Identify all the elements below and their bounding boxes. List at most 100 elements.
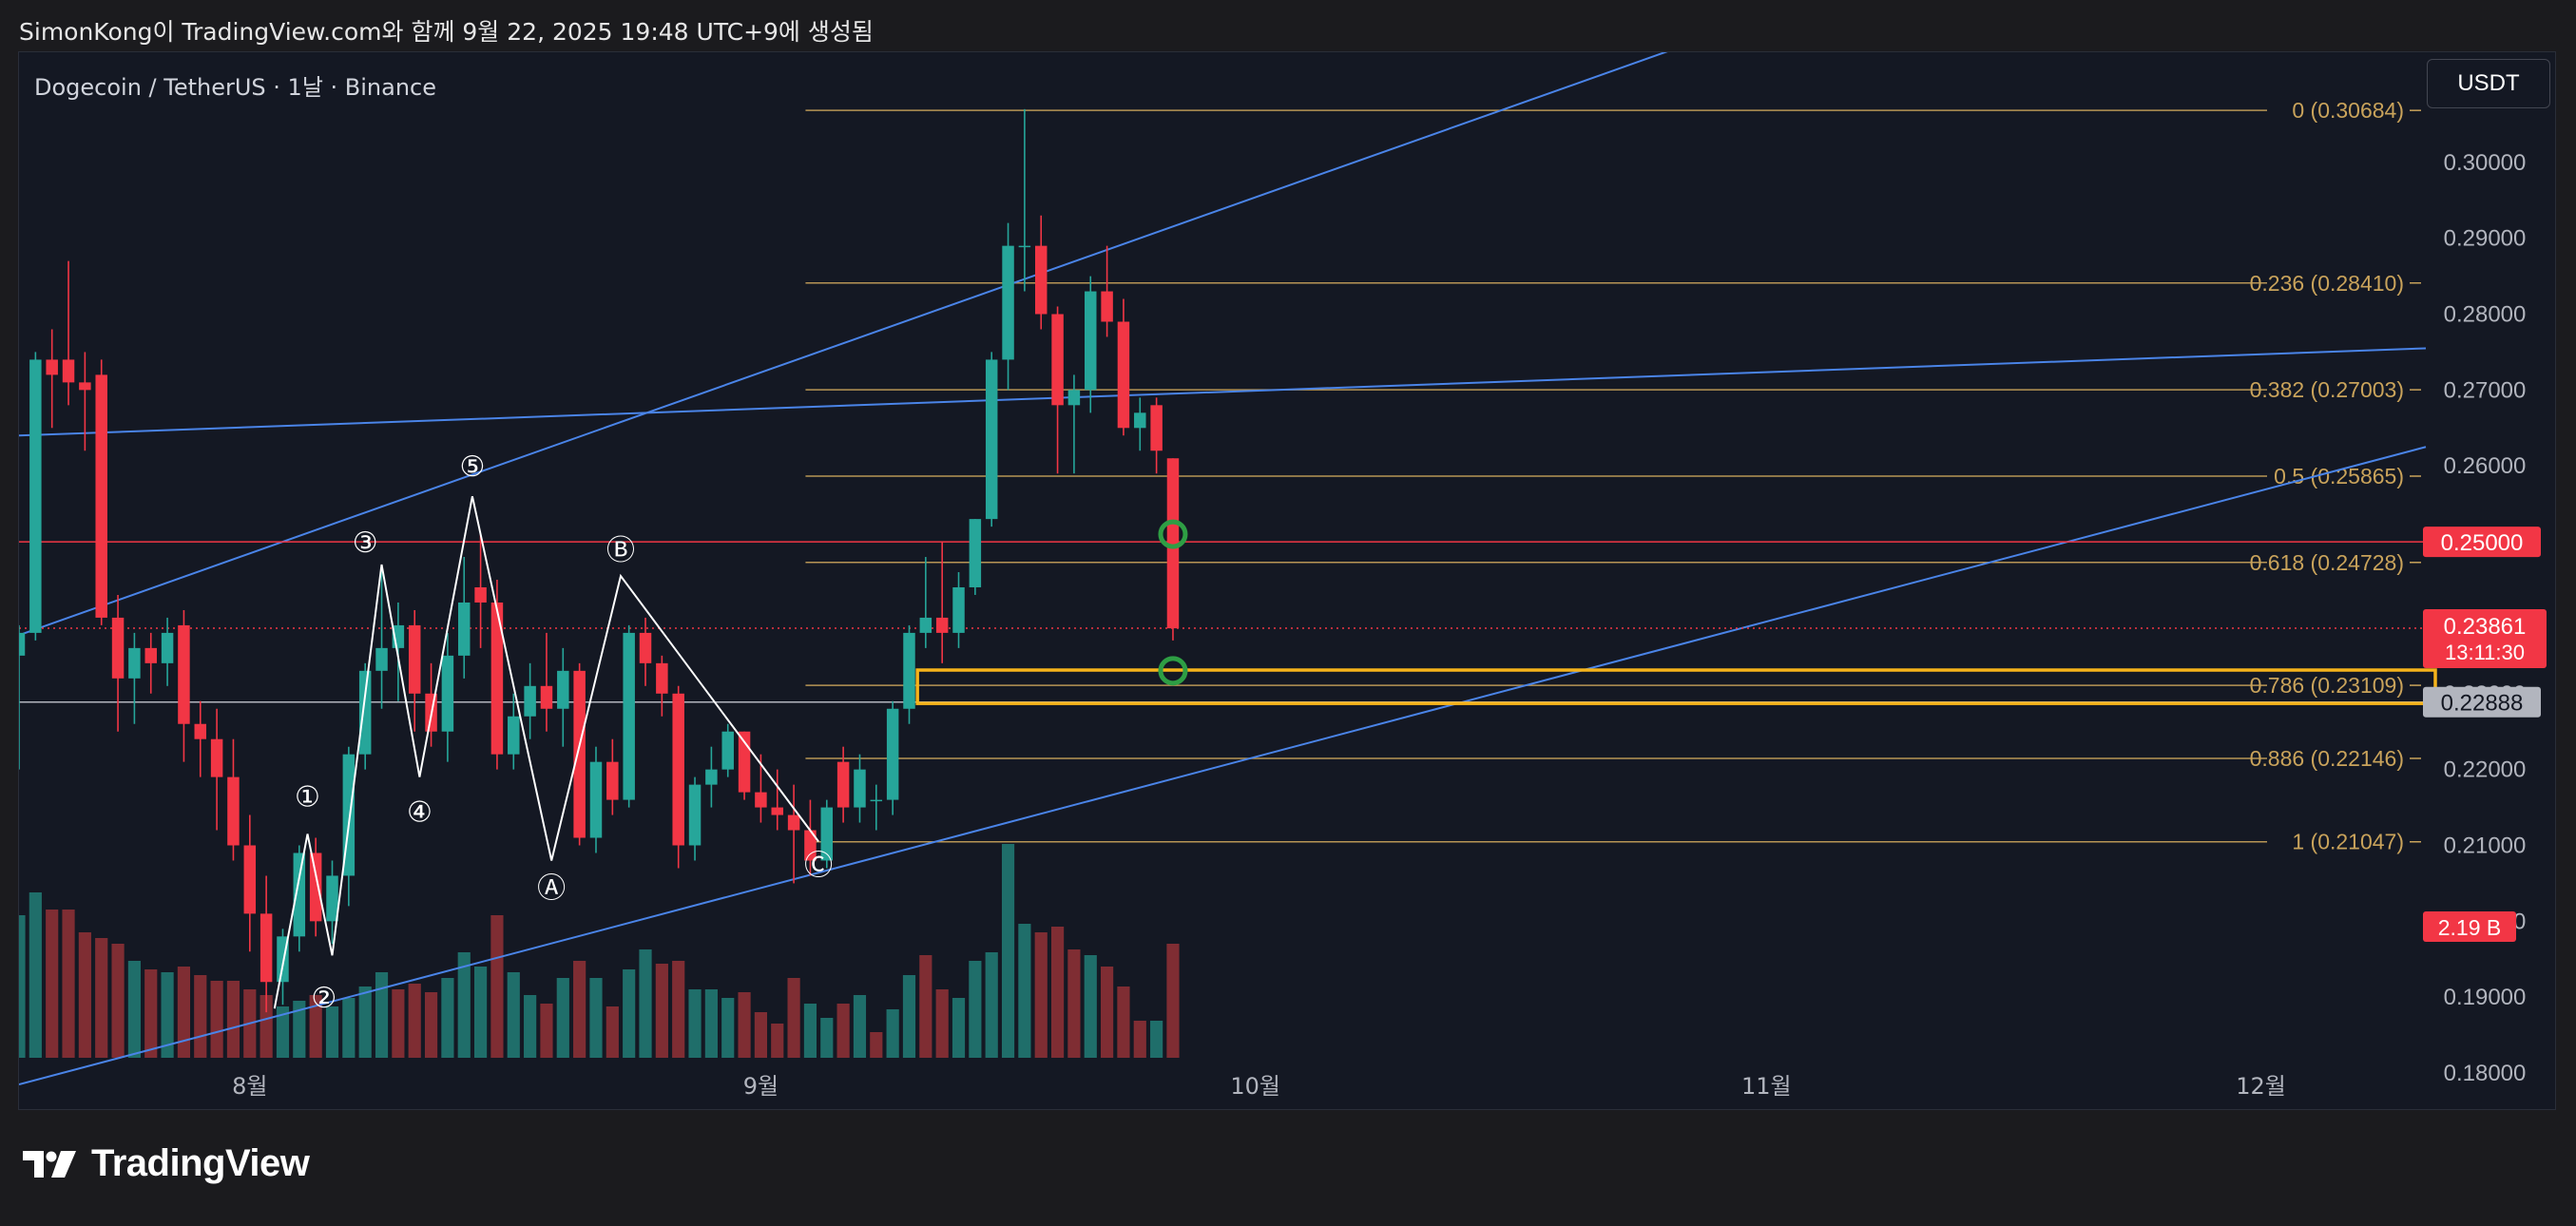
candle-body (111, 617, 125, 679)
candle-body (1051, 314, 1064, 406)
x-tick-label: 11월 (1741, 1073, 1792, 1100)
candle-body (46, 359, 58, 375)
volume-bar (524, 995, 537, 1058)
trendline-lower (19, 446, 2427, 1086)
price-chart[interactable]: 0 (0.30684) 0.236 (0.28410) 0.382 (0.27003… (19, 52, 2556, 1110)
candle-body (161, 632, 174, 663)
candle-body (375, 647, 388, 671)
trendline-upper (19, 52, 1668, 637)
volume-bar (358, 987, 372, 1058)
resistance-badge (2423, 527, 2541, 558)
volume-bar (1117, 987, 1130, 1058)
y-tick-label: 0.21000 (2444, 833, 2527, 859)
volume-bar (342, 998, 356, 1058)
candle-body (194, 723, 207, 739)
y-tick-label: 0.30000 (2444, 150, 2527, 176)
candle-body (903, 632, 915, 709)
candle-body (721, 731, 734, 770)
wave-label: ⑤ (459, 450, 485, 484)
candle-body (1067, 390, 1081, 406)
wave-label: ① (295, 781, 320, 814)
volume-bar (210, 981, 223, 1058)
fib-level-label: 0.786 (0.23109) (2250, 673, 2404, 698)
resistance-badge-label: 0.25000 (2441, 530, 2524, 556)
volume-bar (1050, 927, 1065, 1058)
candle-body (771, 807, 783, 815)
volume-bar (952, 998, 966, 1058)
candle-body (358, 670, 372, 755)
candle-body (639, 632, 652, 663)
candle-body (573, 670, 586, 838)
current-price-label: 0.23861 (2444, 614, 2527, 640)
volume-bar (688, 989, 702, 1058)
trendlines (19, 52, 2427, 1086)
candle-body (1134, 412, 1146, 429)
volume-bar (836, 1004, 850, 1058)
volume-badge (2423, 911, 2516, 942)
fib-level-label: 0.382 (0.27003) (2250, 377, 2404, 402)
volume-bar (177, 967, 191, 1058)
wave-label: ② (311, 982, 336, 1015)
volume-bar (902, 975, 916, 1058)
reference-badge-label: 0.22888 (2441, 691, 2524, 717)
volume-bar (589, 978, 603, 1058)
candle-body (935, 617, 949, 633)
candle-body (919, 617, 932, 633)
volume-bar (985, 952, 998, 1058)
countdown-label: 13:11:30 (2445, 641, 2525, 664)
candle-body (755, 792, 767, 808)
wave-path (273, 495, 819, 1009)
elliott-wave: ① ② ③ ④ ⑤ Ⓐ Ⓑ Ⓒ (273, 450, 833, 1015)
candle-body (804, 830, 817, 861)
candle-body (1085, 291, 1097, 391)
wave-label: Ⓒ (804, 849, 833, 882)
candle-body (309, 852, 322, 922)
volume-bar (1133, 1021, 1146, 1058)
candle-body (227, 776, 240, 846)
candle-body (326, 875, 338, 922)
volume-bar (623, 969, 636, 1058)
volume-bar (1084, 955, 1097, 1058)
currency-button[interactable]: USDT (2427, 59, 2550, 108)
candle-body (144, 647, 157, 663)
volume-bars (19, 844, 1180, 1058)
fib-level-label: 1 (0.21047) (2292, 830, 2404, 854)
volume-bar (408, 984, 421, 1058)
volume-bar (392, 989, 405, 1058)
volume-bar (1166, 944, 1180, 1058)
symbol-title: Dogecoin / TetherUS · 1날 · Binance (34, 74, 437, 101)
candle-body (458, 602, 471, 656)
tradingview-logo-icon (23, 1150, 76, 1178)
candle-body (19, 632, 26, 656)
candle-body (95, 374, 107, 618)
brand-name: TradingView (91, 1142, 310, 1184)
snapshot-text: SimonKong이 TradingView.com와 함께 9월 22, 20… (19, 18, 874, 46)
fib-level-label: 0.5 (0.25865) (2274, 464, 2404, 488)
volume-badge-label: 2.19 B (2438, 915, 2502, 940)
volume-bar (194, 975, 207, 1058)
candle-body (540, 685, 553, 709)
chart-panel[interactable]: 0 (0.30684) 0.236 (0.28410) 0.382 (0.27003… (18, 51, 2556, 1110)
volume-bar (540, 1004, 553, 1058)
marker-circle (1158, 519, 1188, 549)
candle-body (128, 647, 141, 679)
candle-body (985, 359, 998, 520)
candle-body (524, 685, 536, 717)
volume-bar (490, 915, 504, 1058)
fib-retracement: 0 (0.30684) 0.236 (0.28410) 0.382 (0.27003… (805, 98, 2421, 854)
x-tick-label: 12월 (2236, 1073, 2286, 1100)
y-tick-label: 0.27000 (2444, 377, 2527, 403)
volume-bar (457, 952, 471, 1058)
candle-body (1117, 321, 1130, 429)
trendline-flat (19, 347, 2427, 437)
volume-bar (754, 1012, 768, 1058)
volume-bar (424, 992, 438, 1058)
volume-bar (309, 995, 322, 1058)
candle-body (1150, 405, 1163, 451)
tradingview-logo[interactable]: TradingView (21, 1142, 310, 1185)
candle-body (29, 359, 42, 633)
volume-bar (473, 967, 488, 1058)
candle-body (408, 624, 421, 694)
candle-body (705, 769, 718, 785)
volume-bar (556, 978, 569, 1058)
